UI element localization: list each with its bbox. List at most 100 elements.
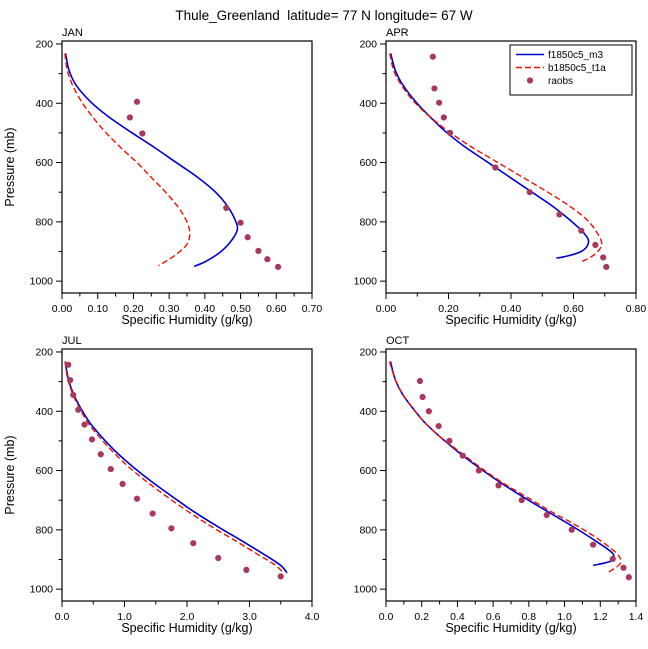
raobs-dot xyxy=(81,421,88,428)
y-tick-label: 1000 xyxy=(30,276,54,288)
panel-month-label: APR xyxy=(386,27,409,39)
raobs-dot xyxy=(119,480,126,487)
y-tick-label: 400 xyxy=(35,98,53,110)
series-raobs xyxy=(126,98,282,271)
y-tick-label: 400 xyxy=(359,98,377,110)
y-axis: 200 400 600 800 1000 xyxy=(30,346,62,596)
y-axis-title: Pressure (mb) xyxy=(3,127,17,206)
raobs-dot xyxy=(139,130,146,137)
raobs-dot xyxy=(133,495,141,502)
raobs-dot xyxy=(590,541,597,548)
raobs-dot xyxy=(126,114,133,121)
raobs-dot xyxy=(609,555,616,563)
series-b1850c5_t1a xyxy=(64,53,191,267)
raobs-dot xyxy=(446,129,454,137)
x-tick-label: 0.6 xyxy=(486,611,501,623)
panel-apr: 0.00 0.20 0.40 0.60 0.80 200 400 600 800 1000 APR S… xyxy=(324,25,648,327)
panel-jan-svg: 0.00 0.10 0.20 0.30 0.40 0.50 0.60 0.70 200 400 60… xyxy=(3,27,323,327)
y-tick-label: 800 xyxy=(359,524,377,536)
x-tick-label: 0.80 xyxy=(626,303,647,315)
legend-label: b1850c5_t1a xyxy=(548,63,606,74)
raobs-dot xyxy=(70,391,77,399)
raobs-dot xyxy=(425,408,432,415)
raobs-dot xyxy=(215,554,222,562)
y-tick-label: 800 xyxy=(359,216,377,228)
panel-oct: 0.0 0.2 0.4 0.6 0.8 1.0 1.2 1.4 200 400 600 800 1000… xyxy=(324,333,648,635)
raobs-dot xyxy=(75,406,82,413)
y-axis: 200 400 600 800 1000 xyxy=(30,38,62,288)
raobs-dot xyxy=(543,511,550,519)
panel-month-label: OCT xyxy=(386,335,410,347)
plot-frame xyxy=(61,40,313,294)
x-tick-label: 1.0 xyxy=(557,611,572,623)
raobs-dot xyxy=(603,263,610,271)
x-tick-label: 0.20 xyxy=(438,303,459,315)
panel-month-label: JAN xyxy=(62,27,83,39)
y-tick-label: 1000 xyxy=(354,584,378,596)
raobs-dot xyxy=(277,573,284,580)
raobs-dot xyxy=(568,526,575,533)
x-tick-label: 1.4 xyxy=(629,611,644,623)
x-tick-label: 0.60 xyxy=(266,303,287,315)
raobs-dot xyxy=(97,451,104,458)
x-tick-label: 0.40 xyxy=(195,303,216,315)
y-tick-label: 600 xyxy=(35,157,53,169)
raobs-dot xyxy=(67,377,74,384)
raobs-dot xyxy=(556,211,563,218)
raobs-dot xyxy=(107,465,114,473)
series-raobs xyxy=(416,377,632,581)
x-tick-label: 0.70 xyxy=(302,303,323,315)
plot-frame xyxy=(385,348,637,602)
x-tick-label: 0.8 xyxy=(522,611,537,623)
y-tick-label: 1000 xyxy=(30,584,54,596)
raobs-dot xyxy=(518,497,525,504)
x-tick-label: 0.10 xyxy=(87,303,108,315)
panel-jan: 0.00 0.10 0.20 0.30 0.40 0.50 0.60 0.70 200 400 60… xyxy=(0,25,324,327)
x-tick-label: 1.0 xyxy=(117,611,132,623)
y-tick-label: 200 xyxy=(35,38,53,50)
series-b1850c5_t1a xyxy=(388,361,622,574)
raobs-dot xyxy=(578,227,585,234)
series-f1850c5_m3 xyxy=(64,361,288,574)
panels-grid: 0.00 0.10 0.20 0.30 0.40 0.50 0.60 0.70 200 400 60… xyxy=(0,25,648,635)
series-raobs xyxy=(65,361,284,580)
raobs-dot xyxy=(436,99,443,106)
y-tick-label: 400 xyxy=(359,406,377,418)
y-tick-label: 400 xyxy=(35,406,53,418)
y-tick-label: 600 xyxy=(359,465,377,477)
panel-jul-svg: 0.0 1.0 2.0 3.0 4.0 200 400 600 800 1000 JUL Specif… xyxy=(3,335,319,635)
raobs-dot xyxy=(446,437,453,445)
y-tick-label: 1000 xyxy=(354,276,378,288)
legend-label: f1850c5_m3 xyxy=(548,50,603,61)
raobs-dot xyxy=(526,189,533,196)
legend-box xyxy=(509,44,633,96)
raobs-dot xyxy=(65,361,72,368)
x-axis: 0.00 0.20 0.40 0.60 0.80 xyxy=(376,293,647,315)
figure-title: Thule_Greenland latitude= 77 N longitude… xyxy=(175,8,473,23)
raobs-dot xyxy=(435,422,442,430)
plot-frame xyxy=(61,348,313,602)
x-axis-title: Specific Humidity (g/kg) xyxy=(121,313,252,327)
raobs-dot xyxy=(431,85,438,92)
panel-month-label: JUL xyxy=(62,335,82,347)
panel-oct-svg: 0.0 0.2 0.4 0.6 0.8 1.0 1.2 1.4 200 400 600 800 1000… xyxy=(354,335,644,635)
raobs-dot xyxy=(243,566,250,573)
raobs-dot xyxy=(133,98,141,105)
series-f1850c5_m3 xyxy=(64,53,239,268)
y-tick-label: 200 xyxy=(35,346,53,358)
x-tick-label: 0.20 xyxy=(123,303,144,315)
x-axis-title: Specific Humidity (g/kg) xyxy=(445,621,576,635)
raobs-dot xyxy=(459,452,466,459)
y-tick-label: 600 xyxy=(35,465,53,477)
raobs-dot xyxy=(419,393,426,401)
x-axis-title: Specific Humidity (g/kg) xyxy=(121,621,252,635)
raobs-dot xyxy=(190,540,197,547)
y-tick-label: 800 xyxy=(35,216,53,228)
y-axis: 200 400 600 800 1000 xyxy=(354,346,386,596)
raobs-dot xyxy=(274,263,282,271)
raobs-dot xyxy=(625,574,632,581)
x-tick-label: 0.0 xyxy=(55,611,70,623)
y-tick-label: 800 xyxy=(35,524,53,536)
panel-apr-svg: 0.00 0.20 0.40 0.60 0.80 200 400 600 800 1000 APR S… xyxy=(354,27,647,327)
